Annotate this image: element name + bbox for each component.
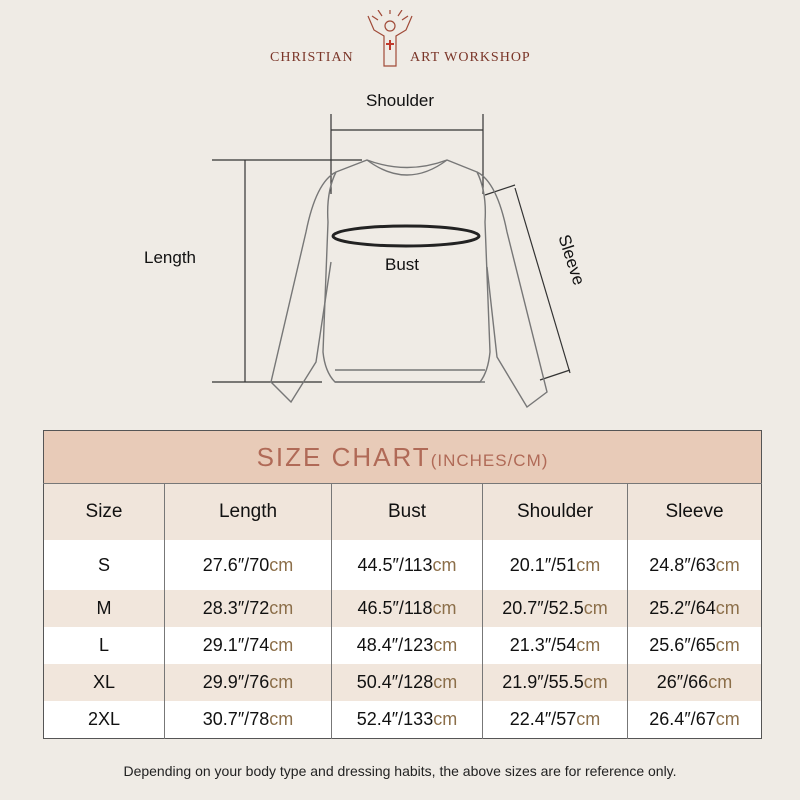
measurement-cell: 27.6″/70cm	[164, 540, 332, 590]
measurement-cell: 26.4″/67cm	[627, 701, 762, 739]
measurement-cell: 20.7″/52.5cm	[482, 590, 628, 627]
measurement-cell: 20.1″/51cm	[482, 540, 628, 590]
sweater-diagram	[212, 114, 571, 409]
measurement-cell: 25.2″/64cm	[627, 590, 762, 627]
size-chart-table: SIZE CHART(INCHES/CM) Size Length Bust S…	[43, 430, 762, 739]
col-header: Size	[43, 483, 165, 540]
jesus-figure-icon	[367, 10, 413, 67]
size-cell: 2XL	[43, 701, 165, 739]
table-row: L 29.1″/74cm 48.4″/123cm 21.3″/54cm 25.6″/65…	[43, 627, 762, 664]
size-cell: L	[43, 627, 165, 664]
brand-logo: CHRISTIAN ART WORKSHOP	[0, 10, 800, 70]
reference-note: Depending on your body type and dressing…	[123, 763, 677, 779]
measurement-cell: 25.6″/65cm	[627, 627, 762, 664]
measurement-cell: 29.1″/74cm	[164, 627, 332, 664]
header-row: Size Length Bust Shoulder Sleeve	[43, 483, 762, 540]
measurement-cell: 29.9″/76cm	[164, 664, 332, 701]
table-row: S 27.6″/70cm 44.5″/113cm 20.1″/51cm 24.8″/63…	[43, 540, 762, 590]
col-header: Sleeve	[627, 483, 762, 540]
size-cell: S	[43, 540, 165, 590]
measurement-cell: 48.4″/123cm	[331, 627, 483, 664]
measurement-cell: 24.8″/63cm	[627, 540, 762, 590]
measurement-cell: 30.7″/78cm	[164, 701, 332, 739]
measurement-cell: 28.3″/72cm	[164, 590, 332, 627]
measurement-cell: 46.5″/118cm	[331, 590, 483, 627]
size-chart-title: SIZE CHART(INCHES/CM)	[43, 430, 762, 484]
col-header: Shoulder	[482, 483, 628, 540]
measurement-cell: 44.5″/113cm	[331, 540, 483, 590]
size-cell: M	[43, 590, 165, 627]
bust-label: Bust	[385, 255, 420, 274]
table-row: XL 29.9″/76cm 50.4″/128cm 21.9″/55.5cm 26″/6…	[43, 664, 762, 701]
shoulder-label: Shoulder	[366, 91, 435, 110]
col-header: Length	[164, 483, 332, 540]
table-row: 2XL 30.7″/78cm 52.4″/133cm 22.4″/57cm 26.4″/…	[43, 701, 762, 739]
length-label: Length	[144, 248, 196, 267]
measurement-cell: 26″/66cm	[627, 664, 762, 701]
measurement-cell: 22.4″/57cm	[482, 701, 628, 739]
measurement-cell: 21.9″/55.5cm	[482, 664, 628, 701]
brand-left: CHRISTIAN	[270, 50, 354, 65]
brand-right: ART WORKSHOP	[410, 50, 531, 65]
measurement-cell: 50.4″/128cm	[331, 664, 483, 701]
table-row: M 28.3″/72cm 46.5″/118cm 20.7″/52.5cm 25.2″/…	[43, 590, 762, 627]
measurement-cell: 21.3″/54cm	[482, 627, 628, 664]
size-cell: XL	[43, 664, 165, 701]
measurement-cell: 52.4″/133cm	[331, 701, 483, 739]
col-header: Bust	[331, 483, 483, 540]
